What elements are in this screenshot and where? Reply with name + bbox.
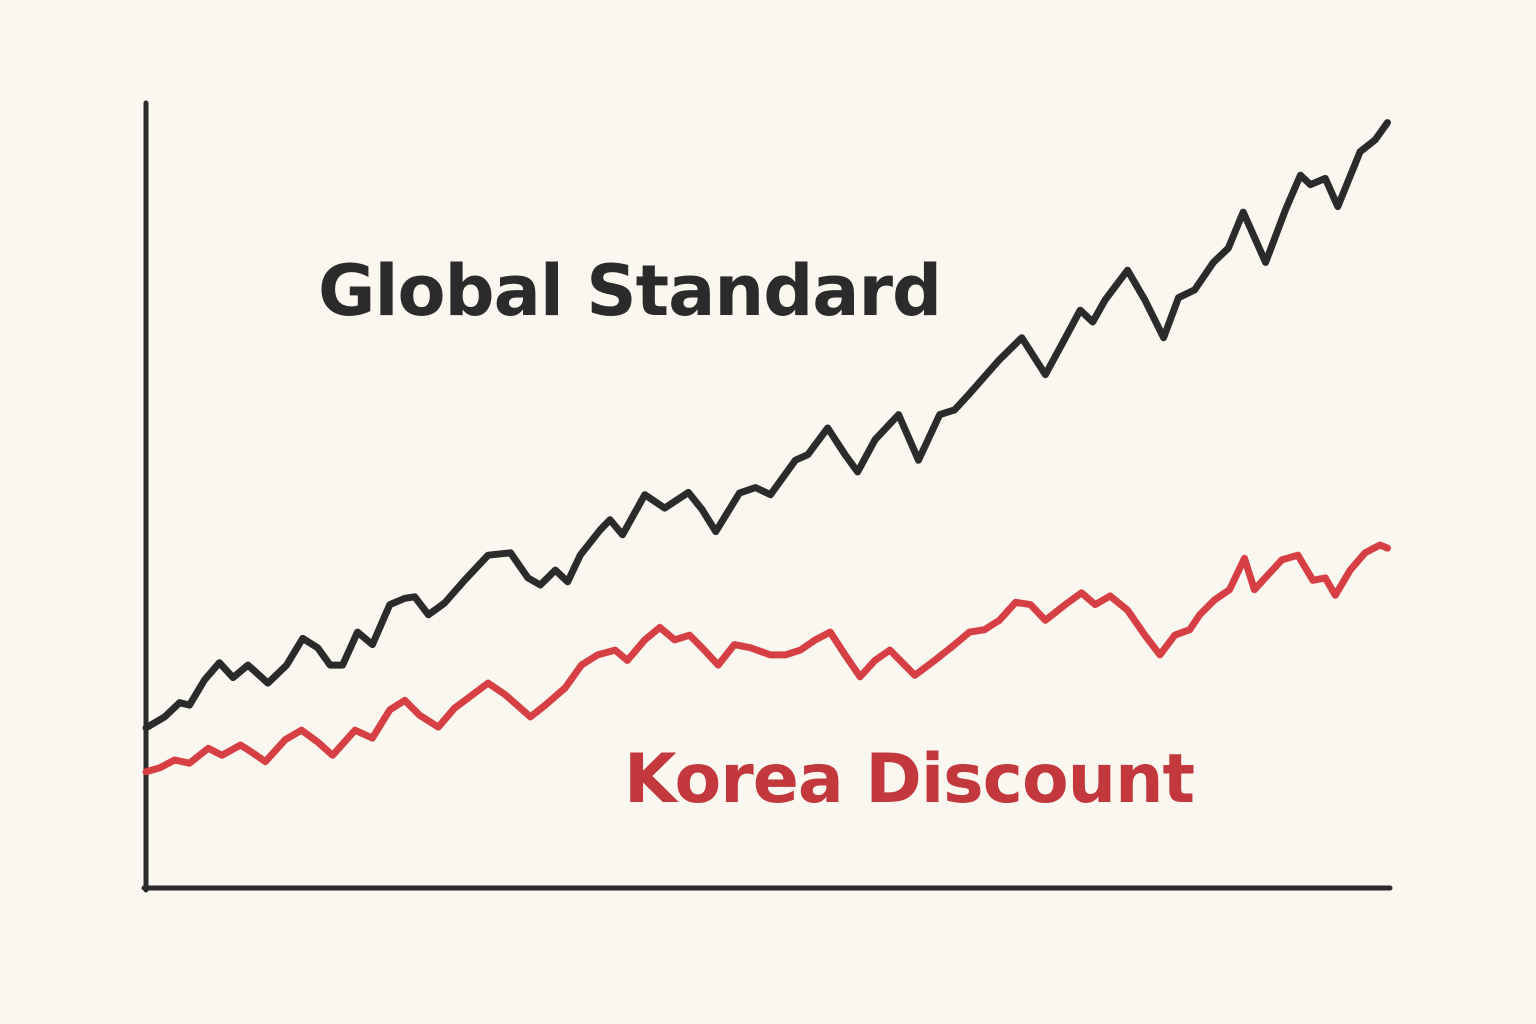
- series-line-global-standard: [142, 119, 1391, 732]
- series-line-korea-discount: [142, 541, 1391, 776]
- global-standard-label: Global Standard: [318, 250, 942, 332]
- korea-discount-label: Korea Discount: [624, 740, 1195, 819]
